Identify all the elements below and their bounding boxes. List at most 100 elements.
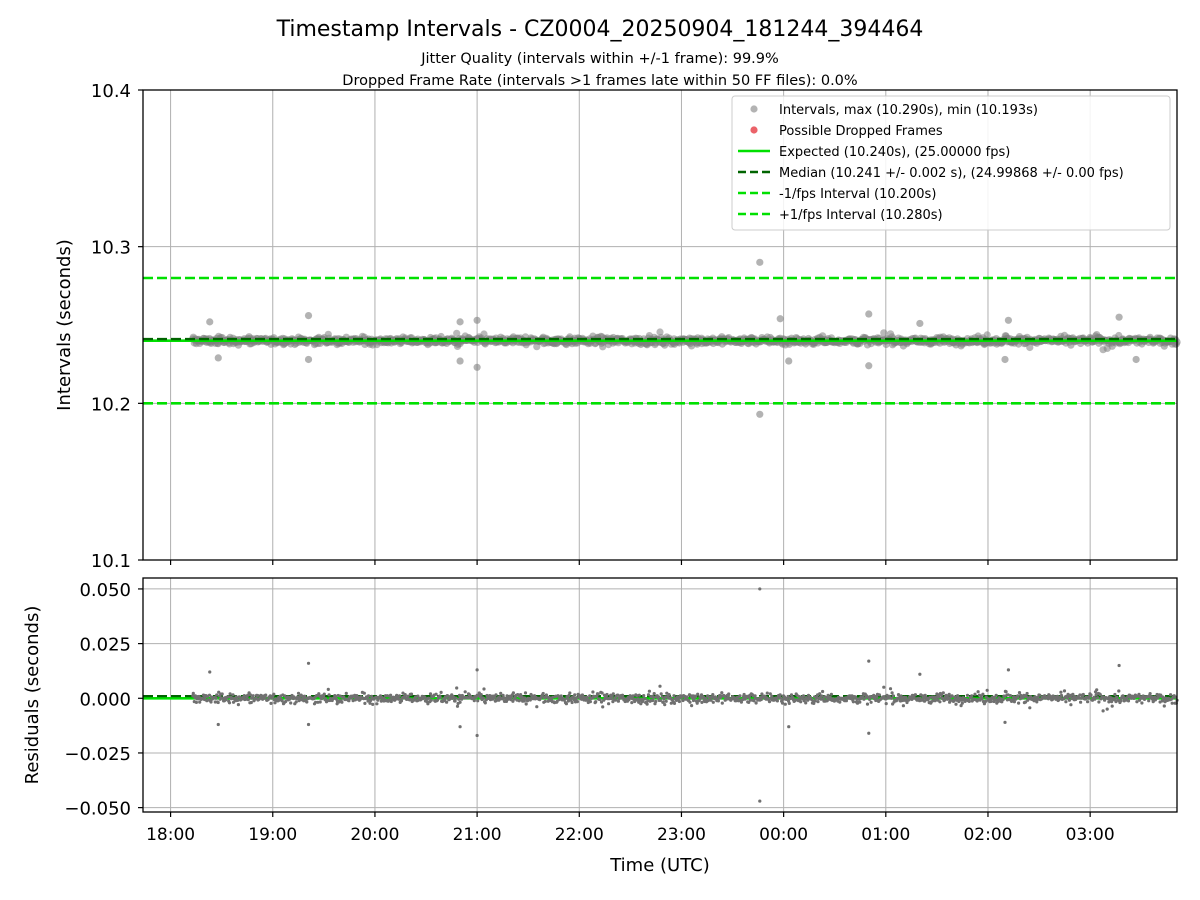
residual-point bbox=[355, 694, 359, 698]
intervals-plot-frame bbox=[142, 89, 1178, 561]
residual-point bbox=[759, 697, 763, 702]
residual-point bbox=[813, 699, 817, 703]
residual-point bbox=[616, 693, 620, 697]
residual-point bbox=[965, 693, 970, 698]
legend-items: Intervals, max (10.290s), min (10.193s) P… bbox=[738, 103, 1124, 223]
legend-label: Possible Dropped Frames bbox=[779, 124, 943, 139]
residual-point bbox=[607, 702, 611, 706]
residual-point bbox=[1079, 696, 1083, 700]
residual-point bbox=[453, 699, 457, 703]
residual-point bbox=[1086, 700, 1090, 704]
residual-point bbox=[860, 695, 865, 699]
residual-point bbox=[711, 700, 715, 704]
residual-point bbox=[767, 700, 772, 704]
interval-point-outlier bbox=[304, 355, 313, 364]
residual-point bbox=[207, 693, 212, 697]
interval-point-outlier bbox=[473, 363, 481, 371]
residual-point bbox=[599, 700, 604, 704]
residuals-grid bbox=[143, 578, 1177, 812]
residual-point bbox=[522, 699, 526, 703]
residual-point-outlier bbox=[1006, 668, 1011, 672]
residual-point bbox=[935, 695, 939, 699]
residual-point bbox=[996, 699, 1001, 704]
residual-point bbox=[426, 702, 430, 706]
residual-point bbox=[1162, 704, 1166, 708]
residual-point bbox=[399, 699, 404, 703]
residual-point bbox=[780, 701, 785, 705]
residual-point bbox=[801, 694, 806, 698]
residual-point bbox=[825, 699, 829, 703]
interval-point-outlier bbox=[756, 258, 764, 266]
x-tick-label: 21:00 bbox=[453, 825, 502, 845]
residual-point bbox=[454, 696, 458, 700]
residual-point bbox=[314, 700, 318, 704]
legend-label: +1/fps Interval (10.280s) bbox=[779, 208, 943, 223]
residual-point bbox=[198, 700, 202, 704]
residual-point bbox=[826, 693, 830, 698]
residual-point bbox=[821, 689, 825, 694]
residual-point bbox=[1077, 696, 1081, 700]
residual-point bbox=[646, 693, 651, 697]
residual-point bbox=[575, 696, 579, 700]
interval-point-outlier bbox=[776, 315, 784, 323]
residual-point bbox=[620, 693, 625, 697]
residual-point bbox=[479, 693, 483, 697]
residual-point bbox=[888, 687, 893, 691]
residual-point bbox=[672, 694, 676, 698]
residual-point bbox=[1103, 698, 1107, 702]
residual-point bbox=[438, 695, 442, 700]
residual-point bbox=[960, 701, 964, 705]
residual-point-outlier bbox=[306, 722, 311, 727]
residual-point bbox=[463, 690, 467, 694]
residual-point bbox=[322, 692, 326, 696]
residual-point bbox=[799, 700, 803, 704]
residual-point bbox=[664, 699, 668, 703]
residual-point bbox=[1035, 700, 1039, 704]
residual-point bbox=[838, 700, 842, 704]
residual-point bbox=[249, 700, 253, 705]
residual-point bbox=[248, 693, 252, 697]
residual-point bbox=[573, 693, 577, 697]
residual-point bbox=[1067, 698, 1071, 702]
residual-point bbox=[504, 697, 508, 701]
residual-point bbox=[1101, 709, 1105, 713]
residual-point bbox=[980, 697, 984, 701]
residual-point bbox=[535, 705, 539, 709]
residual-point bbox=[333, 694, 338, 698]
residual-point bbox=[672, 701, 677, 706]
residual-point bbox=[269, 701, 273, 706]
residual-point bbox=[347, 699, 351, 703]
residual-point bbox=[829, 692, 834, 696]
residual-point bbox=[1016, 694, 1020, 698]
residual-point bbox=[890, 691, 894, 695]
residual-point bbox=[458, 700, 462, 704]
residual-point bbox=[1064, 700, 1068, 704]
residual-point bbox=[389, 699, 393, 704]
residual-point bbox=[1126, 699, 1131, 703]
residual-point bbox=[812, 701, 816, 706]
interval-point-outlier bbox=[1001, 355, 1009, 364]
residual-point bbox=[1065, 696, 1069, 700]
residual-point bbox=[778, 693, 782, 697]
residual-point bbox=[600, 691, 604, 695]
residual-point bbox=[661, 700, 665, 704]
residual-point bbox=[889, 696, 894, 700]
residual-point bbox=[716, 699, 721, 703]
residual-point bbox=[564, 702, 569, 706]
residual-point bbox=[1169, 693, 1173, 697]
residual-point bbox=[868, 697, 872, 702]
residual-point bbox=[652, 692, 656, 696]
residual-point bbox=[1093, 697, 1097, 701]
interval-point bbox=[1026, 343, 1034, 352]
residual-point bbox=[941, 691, 945, 695]
residual-point bbox=[709, 698, 713, 702]
legend-marker bbox=[750, 105, 758, 113]
intervals-y-tick-label: 10.1 bbox=[91, 551, 131, 572]
residual-point bbox=[677, 699, 682, 704]
residual-point bbox=[1137, 698, 1142, 702]
residual-point bbox=[501, 693, 505, 697]
residual-point bbox=[851, 700, 856, 704]
residual-point bbox=[214, 696, 218, 700]
residual-point bbox=[1017, 701, 1021, 705]
residual-point bbox=[385, 694, 389, 698]
